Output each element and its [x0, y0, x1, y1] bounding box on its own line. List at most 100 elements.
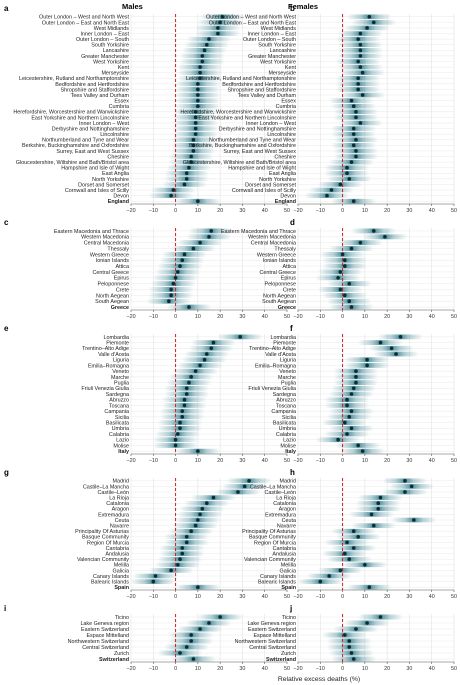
panel-d: d −20 −10 0 10 20 30 40 50 Eastern Macedonia and …: [221, 218, 457, 320]
x-tick-label: 20: [384, 594, 390, 600]
data-point: [358, 121, 363, 125]
x-tick-label: 40: [262, 666, 268, 672]
x-tick-label: −20: [293, 458, 302, 464]
data-point: [338, 287, 343, 292]
region-label: Inner London – West: [246, 121, 296, 127]
data-point: [354, 115, 358, 120]
region-label: East Anglia: [269, 171, 296, 177]
data-point: [218, 20, 222, 25]
x-tick-label: −20: [126, 594, 135, 600]
region-label: Castile–León: [265, 490, 296, 496]
data-point: [354, 154, 358, 159]
region-label: East Yorkshire and Northern Lincolnshire: [31, 115, 129, 121]
region-label: Balearic Islands: [258, 580, 296, 586]
region-label: Essex: [114, 99, 129, 105]
region-label: Castile–La Mancha: [250, 484, 296, 490]
region-label: South Aegean: [95, 299, 129, 305]
region-label: Liguria: [113, 358, 129, 364]
x-tick-label: 50: [284, 594, 290, 600]
region-label: Trentino–Alto Adige: [82, 346, 129, 352]
data-point: [403, 479, 407, 483]
data-point: [242, 484, 247, 489]
region-label: Peloponnese: [265, 282, 296, 288]
region-label: Emilia–Romagna: [88, 363, 129, 369]
data-point: [325, 193, 329, 198]
data-point: [351, 104, 356, 108]
region-label: West Yorkshire: [260, 59, 296, 65]
region-label: Cheshire: [274, 154, 296, 160]
data-point: [193, 126, 198, 131]
x-tick-label: 20: [217, 458, 223, 464]
region-label: Western Greece: [90, 252, 129, 258]
region-label: Eastern Macedonia and Thrace: [221, 229, 296, 235]
plot-area: [298, 478, 454, 590]
region-label: Valle d'Aosta: [265, 352, 296, 358]
data-point: [151, 579, 156, 584]
data-point: [356, 443, 360, 448]
data-point: [336, 275, 340, 280]
data-point: [198, 363, 202, 368]
data-point: [173, 275, 178, 280]
region-label: Leicestershire, Rutland and Northamptons…: [186, 76, 296, 82]
region-label: Sicilia: [282, 415, 296, 421]
data-point: [343, 420, 347, 425]
region-label: Umbria: [112, 426, 129, 432]
data-point: [180, 546, 185, 550]
region-label: South Yorkshire: [91, 43, 129, 49]
data-point: [196, 518, 200, 522]
x-tick-label: 30: [239, 666, 245, 672]
region-label: Canary Islands: [260, 574, 296, 580]
data-point: [338, 182, 343, 187]
data-point: [189, 529, 193, 533]
x-tick-label: 0: [341, 208, 344, 214]
x-tick-label: 0: [174, 594, 177, 600]
x-tick-label: 40: [429, 594, 435, 600]
x-tick-label: 10: [362, 458, 368, 464]
region-label: Puglia: [281, 380, 296, 386]
data-point: [202, 357, 207, 362]
x-tick-label: 50: [451, 594, 457, 600]
x-tick-label: −10: [149, 666, 158, 672]
data-point: [389, 346, 394, 351]
region-label: Peloponnese: [98, 282, 129, 288]
data-point: [236, 490, 240, 494]
region-label: Castile–León: [98, 490, 129, 496]
region-label: Surrey, East and West Sussex: [223, 149, 296, 155]
data-point: [369, 512, 374, 517]
x-tick-label: 20: [384, 208, 390, 214]
region-label: Galicia: [113, 568, 129, 574]
region-label: Greece: [111, 305, 129, 311]
region-label: Ceuta: [282, 518, 296, 524]
region-label: Sicilia: [115, 415, 129, 421]
data-point: [196, 104, 200, 108]
data-point: [327, 574, 331, 578]
x-tick-label: −10: [316, 458, 325, 464]
data-point: [191, 149, 196, 153]
x-tick-label: −10: [316, 594, 325, 600]
data-point: [345, 540, 349, 545]
region-label: Derbyshire and Nottinghamshire: [219, 126, 296, 132]
region-label: Zurich: [114, 651, 129, 657]
x-tick-label: 40: [429, 458, 435, 464]
data-point: [191, 143, 196, 148]
region-label: Outer London – West and North West: [206, 15, 296, 21]
region-label: Friuli Venezia Giulia: [248, 386, 296, 392]
x-tick-label: −20: [293, 314, 302, 320]
region-label: East Yorkshire and Northern Lincolnshire: [198, 115, 296, 121]
data-point: [345, 171, 349, 176]
region-label: Catalonia: [273, 501, 296, 507]
region-label: Extremadura: [98, 512, 129, 518]
data-point: [367, 585, 372, 589]
region-label: Abruzzo: [109, 398, 129, 404]
data-point: [378, 615, 383, 619]
data-point: [193, 121, 198, 125]
panel-c: c −20 −10 0 10 20 30 40 50 Eastern Macedonia and …: [4, 218, 290, 320]
data-point: [200, 507, 205, 511]
data-point: [351, 132, 356, 136]
data-point: [354, 380, 358, 385]
data-point: [347, 639, 352, 643]
data-point: [169, 568, 173, 573]
data-point: [187, 305, 191, 309]
x-tick-label: 0: [174, 666, 177, 672]
